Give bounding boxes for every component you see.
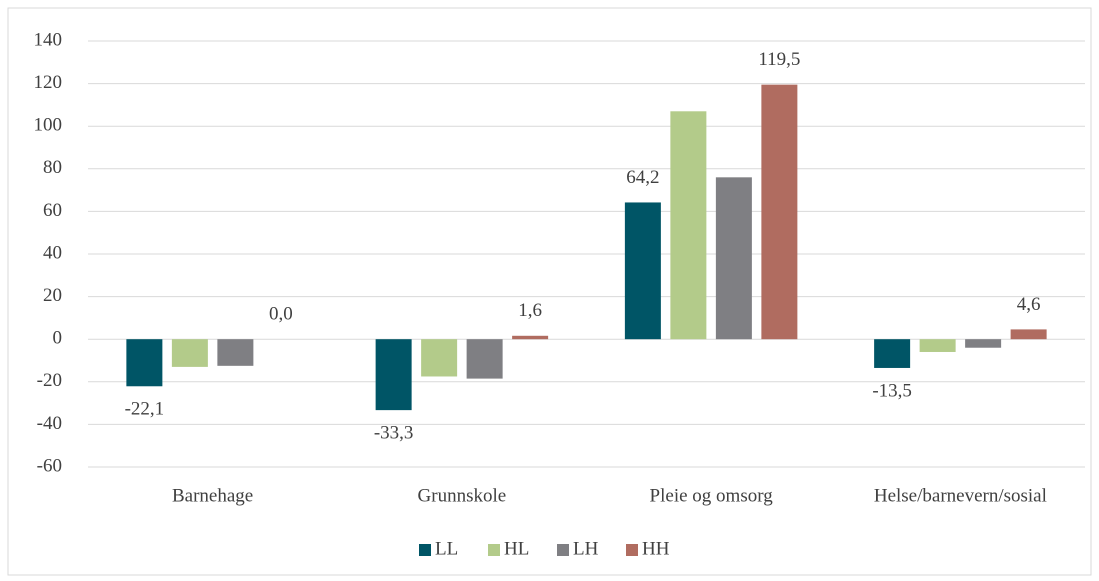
bar <box>217 339 254 366</box>
legend-swatch <box>488 544 500 556</box>
y-tick-label: 0 <box>53 328 63 349</box>
bar <box>965 339 1002 348</box>
data-label: 119,5 <box>758 49 800 70</box>
bar <box>1010 329 1047 340</box>
data-label: 0,0 <box>269 304 293 325</box>
legend-swatch <box>557 544 569 556</box>
legend-label: LH <box>573 538 599 559</box>
y-tick-label: 80 <box>43 157 62 178</box>
bar <box>919 339 956 352</box>
y-tick-label: 60 <box>43 200 62 221</box>
legend-swatch <box>626 544 638 556</box>
bar <box>624 202 661 340</box>
legend-label: HL <box>504 538 529 559</box>
legend-swatch <box>419 544 431 556</box>
data-label: 4,6 <box>1017 294 1041 315</box>
legend-label: LL <box>435 538 458 559</box>
x-tick-label: Helse/barnevern/sosial <box>874 485 1047 506</box>
data-label: -13,5 <box>872 380 912 401</box>
y-tick-label: -60 <box>37 455 62 476</box>
y-tick-label: 100 <box>34 115 63 136</box>
y-tick-label: -20 <box>37 370 62 391</box>
data-label: 1,6 <box>518 300 542 321</box>
legend-label: HH <box>642 538 670 559</box>
bar <box>171 339 208 367</box>
bar <box>126 339 163 387</box>
bar <box>375 339 412 411</box>
bar <box>715 177 752 340</box>
x-tick-label: Barnehage <box>172 485 253 506</box>
data-label: -22,1 <box>125 399 165 420</box>
bar <box>874 339 911 368</box>
y-tick-label: 140 <box>34 29 63 50</box>
bar <box>761 84 798 340</box>
chart-border <box>7 7 1092 576</box>
y-tick-label: -40 <box>37 413 62 434</box>
data-label: 64,2 <box>626 167 659 188</box>
x-tick-label: Pleie og omsorg <box>650 485 774 506</box>
y-tick-label: 20 <box>43 285 62 306</box>
data-label: -33,3 <box>374 422 414 443</box>
bar <box>466 339 503 379</box>
x-tick-label: Grunnskole <box>418 485 507 506</box>
bar <box>512 335 549 340</box>
bar <box>421 339 458 377</box>
y-tick-label: 120 <box>34 72 63 93</box>
y-tick-label: 40 <box>43 242 62 263</box>
bar <box>670 111 707 340</box>
